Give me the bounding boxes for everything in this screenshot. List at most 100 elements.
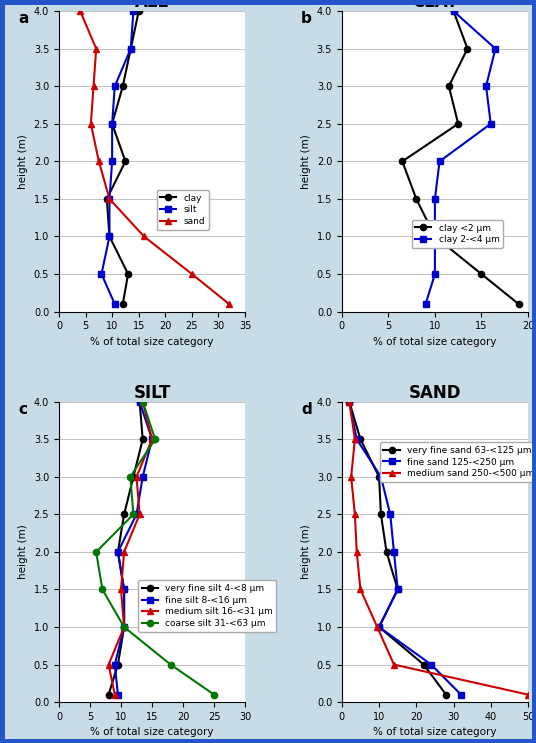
silt [109,157,115,166]
Line: coarse silt 31-<63 μm: coarse silt 31-<63 μm [93,398,217,698]
fine silt 8-<16 μm [111,660,118,669]
clay <2 μm [464,45,471,53]
Title: SAND: SAND [408,383,461,401]
very fine silt 4-<8 μm [115,660,121,669]
medium silt 16-<31 μm [118,585,124,594]
clay <2 μm [455,120,461,129]
silt [111,82,118,91]
clay [106,232,113,241]
Text: a: a [18,11,28,26]
Line: clay 2-<4 μm: clay 2-<4 μm [422,8,498,307]
clay <2 μm [478,270,485,279]
coarse silt 31-<63 μm [152,435,158,444]
clay <2 μm [413,195,420,204]
medium sand 250-<500 μm [348,473,354,481]
fine silt 8-<16 μm [149,435,155,444]
clay <2 μm [399,157,406,166]
silt [106,195,113,204]
medium sand 250-<500 μm [525,690,531,699]
Y-axis label: height (m): height (m) [18,134,28,189]
clay [136,7,142,16]
coarse silt 31-<63 μm [93,548,99,557]
X-axis label: % of total size category: % of total size category [90,337,214,347]
clay 2-<4 μm [488,120,494,129]
very fine sand 63-<125 μm [378,510,384,519]
coarse silt 31-<63 μm [167,660,174,669]
Line: fine sand 125-<250 μm: fine sand 125-<250 μm [346,398,464,698]
coarse silt 31-<63 μm [211,690,217,699]
medium silt 16-<31 μm [133,473,140,481]
very fine silt 4-<8 μm [121,585,128,594]
clay 2-<4 μm [436,157,443,166]
Legend: very fine sand 63-<125 μm, fine sand 125-<250 μm, medium sand 250-<500 μm: very fine sand 63-<125 μm, fine sand 125… [380,442,536,482]
very fine sand 63-<125 μm [443,690,449,699]
sand [95,157,102,166]
Legend: clay <2 μm, clay 2-<4 μm: clay <2 μm, clay 2-<4 μm [412,220,503,248]
very fine silt 4-<8 μm [121,623,128,632]
Text: c: c [18,402,27,417]
very fine silt 4-<8 μm [139,435,146,444]
silt [130,7,137,16]
Line: very fine sand 63-<125 μm: very fine sand 63-<125 μm [346,398,449,698]
medium sand 250-<500 μm [358,585,364,594]
medium silt 16-<31 μm [139,398,146,406]
Line: very fine silt 4-<8 μm: very fine silt 4-<8 μm [106,398,146,698]
clay 2-<4 μm [483,82,489,91]
clay <2 μm [431,232,438,241]
coarse silt 31-<63 μm [139,398,146,406]
very fine sand 63-<125 μm [346,398,353,406]
Line: medium sand 250-<500 μm: medium sand 250-<500 μm [346,398,531,698]
medium silt 16-<31 μm [136,510,143,519]
medium sand 250-<500 μm [391,660,397,669]
silt [111,299,118,308]
medium silt 16-<31 μm [121,623,128,632]
fine silt 8-<16 μm [139,473,146,481]
medium sand 250-<500 μm [352,435,358,444]
very fine silt 4-<8 μm [115,548,121,557]
clay 2-<4 μm [431,232,438,241]
sand [93,45,99,53]
Legend: clay, silt, sand: clay, silt, sand [157,190,209,230]
fine silt 8-<16 μm [121,585,128,594]
silt [109,120,115,129]
very fine silt 4-<8 μm [121,510,128,519]
Text: d: d [301,402,311,417]
X-axis label: % of total size category: % of total size category [373,727,497,737]
very fine sand 63-<125 μm [376,473,382,481]
very fine sand 63-<125 μm [358,435,364,444]
sand [77,7,84,16]
medium silt 16-<31 μm [111,690,118,699]
clay 2-<4 μm [431,195,438,204]
coarse silt 31-<63 μm [99,585,106,594]
clay 2-<4 μm [422,299,429,308]
very fine silt 4-<8 μm [130,473,137,481]
Title: ALL: ALL [135,0,169,11]
X-axis label: % of total size category: % of total size category [373,337,497,347]
medium sand 250-<500 μm [352,510,358,519]
clay <2 μm [445,82,452,91]
clay [122,157,129,166]
fine silt 8-<16 μm [115,548,121,557]
fine sand 125-<250 μm [428,660,434,669]
very fine sand 63-<125 μm [376,623,382,632]
fine sand 125-<250 μm [376,623,382,632]
fine silt 8-<16 μm [121,623,128,632]
clay [109,120,115,129]
clay [125,270,131,279]
medium sand 250-<500 μm [346,398,353,406]
silt [128,45,134,53]
sand [106,195,113,204]
Line: medium silt 16-<31 μm: medium silt 16-<31 μm [106,398,155,698]
fine silt 8-<16 μm [115,690,121,699]
clay <2 μm [516,299,522,308]
fine sand 125-<250 μm [387,510,393,519]
clay 2-<4 μm [431,270,438,279]
sand [189,270,195,279]
fine sand 125-<250 μm [391,548,397,557]
Line: clay: clay [103,8,142,307]
sand [226,299,232,308]
medium silt 16-<31 μm [121,548,128,557]
Y-axis label: height (m): height (m) [18,525,28,580]
sand [141,232,147,241]
clay [128,45,134,53]
